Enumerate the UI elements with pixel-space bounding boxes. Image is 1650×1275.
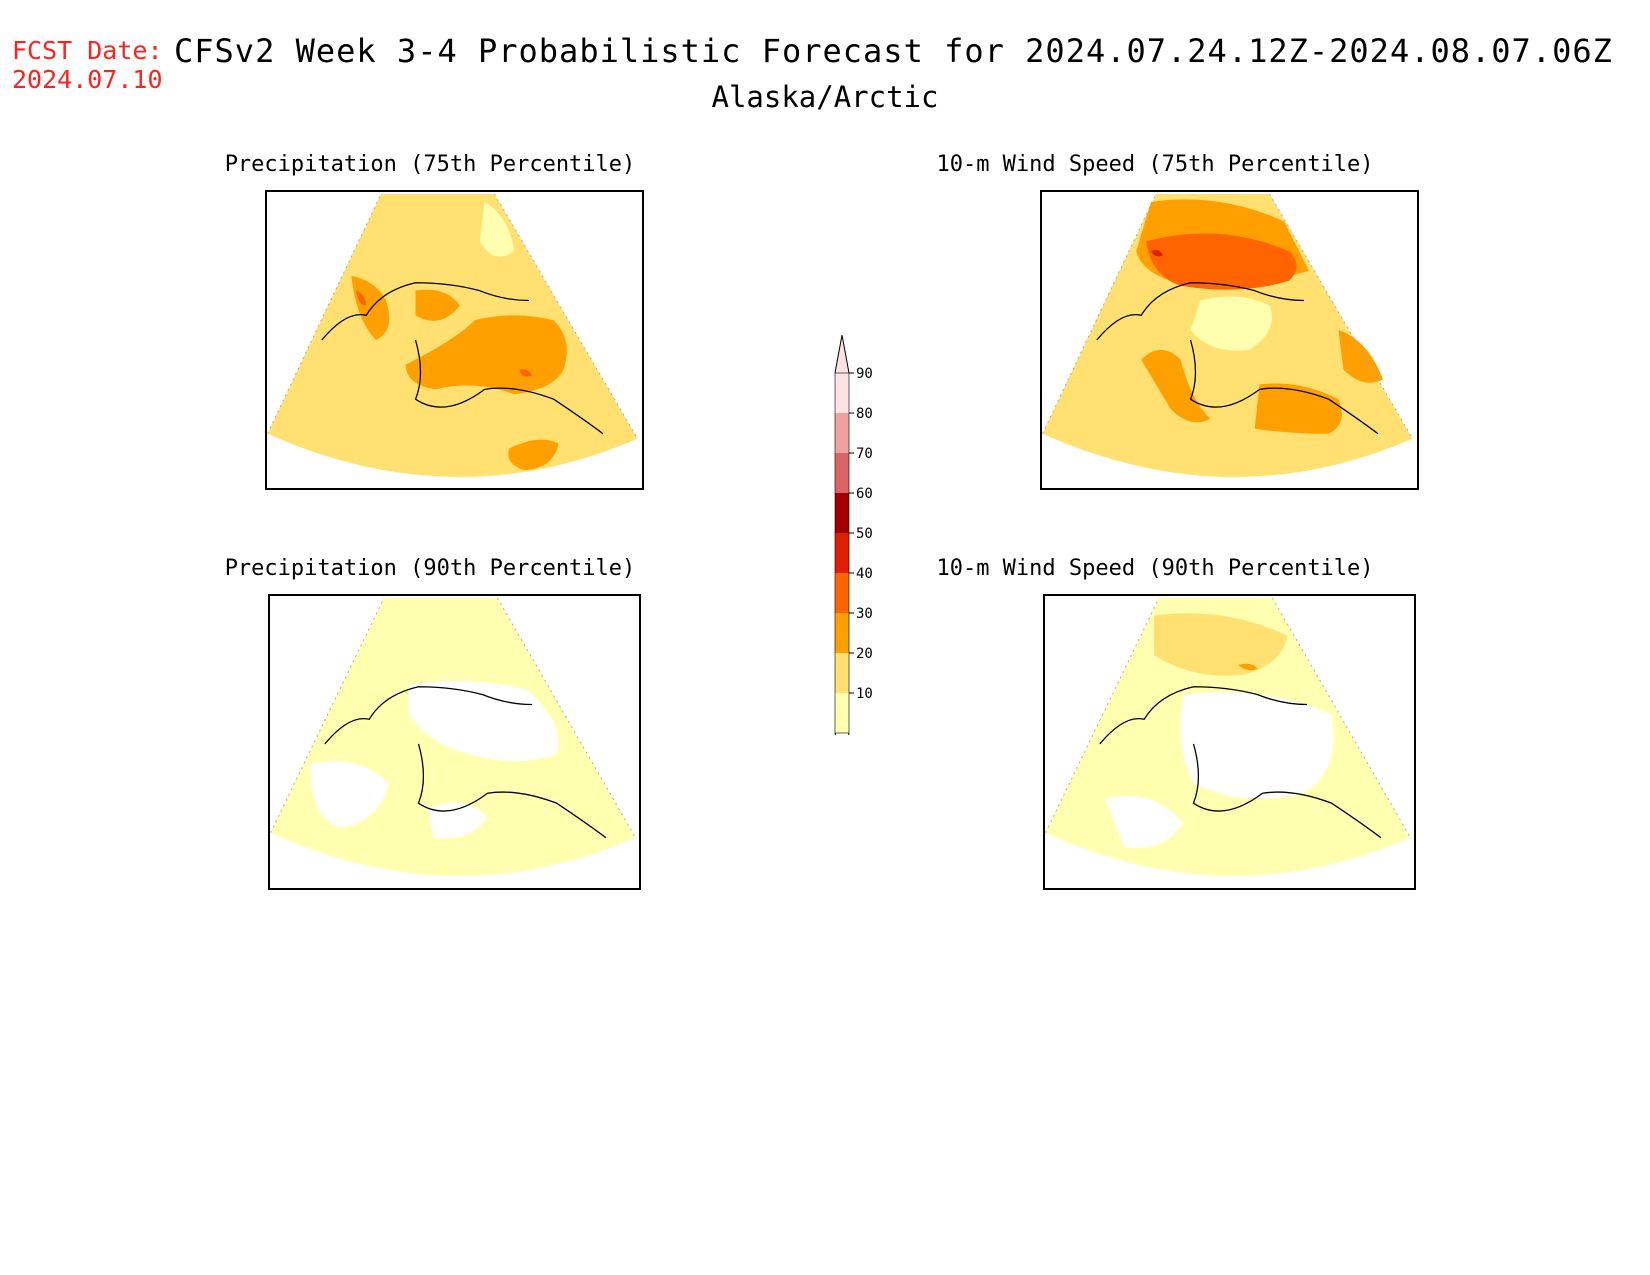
- graticule: [1045, 597, 1411, 838]
- forecast-date-block: FCST Date: 2024.07.10: [12, 36, 163, 94]
- no-signal-area: [1104, 796, 1184, 849]
- no-signal-area: [408, 680, 559, 762]
- coastline: [321, 282, 604, 435]
- forecast-domain: [267, 193, 638, 477]
- colorbar-swatch: [835, 453, 849, 493]
- colorbar-swatch: [835, 653, 849, 693]
- colorbar-label: 20: [856, 646, 873, 662]
- colorbar-top-cap: [834, 334, 850, 374]
- forecast-date-label: FCST Date:: [12, 36, 163, 65]
- colorbar-swatch: [835, 493, 849, 533]
- map-precip75: [267, 193, 638, 477]
- colorbar-swatch: [835, 693, 849, 733]
- map-wind75: [1042, 193, 1413, 477]
- contour-light: [479, 201, 515, 257]
- no-signal-area: [309, 761, 389, 828]
- colorbar-swatch: [835, 613, 849, 653]
- panel-title-precip75: Precipitation (75th Percentile): [224, 152, 636, 177]
- graticule: [270, 597, 636, 838]
- contour-light: [1190, 296, 1272, 351]
- coastline: [324, 686, 607, 839]
- colorbar-swatch: [835, 413, 849, 453]
- contour-30: [415, 289, 460, 321]
- panel-title-wind90: 10-m Wind Speed (90th Percentile): [936, 556, 1374, 581]
- map-precip90: [270, 597, 636, 876]
- contour-30: [1338, 330, 1383, 383]
- coastline: [1099, 686, 1382, 839]
- contour-20: [1154, 613, 1288, 676]
- contour-40: [356, 290, 367, 306]
- colorbar-label: 10: [856, 686, 873, 702]
- contour-30: [1237, 663, 1258, 671]
- region-subtitle: Alaska/Arctic: [711, 80, 939, 114]
- map-panel-precip90[interactable]: [268, 594, 641, 890]
- colorbar-label: 80: [856, 406, 873, 422]
- map-panel-wind90[interactable]: [1043, 594, 1416, 890]
- page-title: CFSv2 Week 3-4 Probabilistic Forecast fo…: [174, 32, 1613, 70]
- colorbar-label: 30: [856, 606, 873, 622]
- contour-40: [519, 369, 532, 377]
- colorbar-swatch: [835, 373, 849, 413]
- colorbar-label: 90: [856, 366, 873, 382]
- coastline: [1096, 282, 1379, 435]
- forecast-date-value: 2024.07.10: [12, 65, 163, 94]
- map-panel-wind75[interactable]: [1040, 190, 1419, 490]
- contour-30: [1141, 349, 1211, 423]
- colorbar-svg: 90 80 70 60 50 40 30 20 10: [834, 334, 873, 772]
- contour-50: [1151, 249, 1163, 257]
- panel-title-precip90: Precipitation (90th Percentile): [224, 556, 636, 581]
- colorbar-label: 50: [856, 526, 873, 542]
- colorbar-label: 40: [856, 566, 873, 582]
- no-signal-area: [1180, 692, 1334, 799]
- map-panel-precip75[interactable]: [265, 190, 644, 490]
- colorbar-label: 70: [856, 446, 873, 462]
- colorbar: 90 80 70 60 50 40 30 20 10: [820, 334, 910, 772]
- panel-title-wind75: 10-m Wind Speed (75th Percentile): [936, 152, 1374, 177]
- contour-40: [1146, 233, 1297, 290]
- colorbar-outline: [834, 372, 850, 734]
- contour-30: [351, 275, 390, 340]
- colorbar-swatch: [835, 573, 849, 613]
- map-wind90: [1045, 597, 1411, 876]
- colorbar-label: 60: [856, 486, 873, 502]
- contour-30: [508, 439, 559, 471]
- colorbar-swatch: [835, 533, 849, 573]
